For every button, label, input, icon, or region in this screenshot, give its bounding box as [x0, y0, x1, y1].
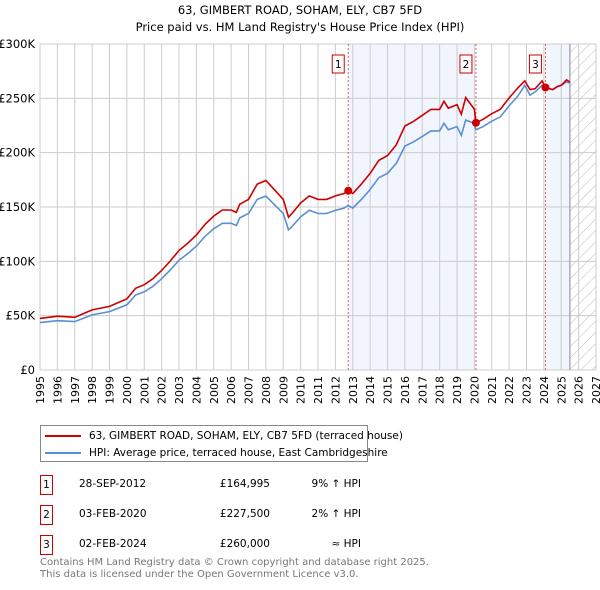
x-tick-label: 1998 [86, 376, 99, 404]
x-tick-label: 2025 [555, 376, 568, 404]
x-tick-label: 2017 [416, 376, 429, 404]
footer-attribution: Contains HM Land Registry data © Crown c… [40, 557, 429, 581]
sale-number: 3 [40, 535, 53, 555]
x-tick-label: 2006 [225, 376, 238, 404]
y-tick-label: £300K [0, 37, 35, 51]
sale-hpi-diff: 2% ↑ HPI [311, 508, 361, 520]
sale-date: 28-SEP-2012 [79, 478, 147, 490]
hpi-line [39, 81, 571, 324]
x-tick-label: 1996 [51, 376, 64, 404]
sale-label-box [331, 54, 345, 74]
x-tick-label: 2026 [573, 376, 586, 404]
y-tick-label: £200K [0, 146, 35, 160]
x-tick-label: 1997 [69, 376, 82, 404]
x-tick-label: 2010 [295, 376, 308, 404]
y-tick-label: £0 [20, 363, 35, 377]
sale-date: 02-FEB-2024 [79, 538, 147, 550]
x-tick-label: 2018 [434, 376, 447, 404]
legend-item-hpi: HPI: Average price, terraced house, East… [45, 446, 388, 460]
sale-label-box [459, 54, 473, 74]
sale-number: 2 [40, 505, 53, 525]
x-tick-label: 2020 [468, 376, 481, 404]
sale-label: 1 [335, 59, 342, 71]
legend-item-property: 63, GIMBERT ROAD, SOHAM, ELY, CB7 5FD (t… [45, 429, 403, 443]
legend-label: 63, GIMBERT ROAD, SOHAM, ELY, CB7 5FD (t… [89, 430, 403, 442]
x-tick-label: 2000 [121, 376, 134, 404]
legend-swatch-blue [45, 452, 81, 454]
footer-line: Contains HM Land Registry data © Crown c… [40, 557, 429, 568]
x-tick-label: 2014 [364, 376, 377, 404]
chart-title: 63, GIMBERT ROAD, SOHAM, ELY, CB7 5FD [178, 3, 422, 17]
x-tick-label: 2024 [538, 376, 551, 404]
x-tick-label: 2008 [260, 376, 273, 404]
chart-subtitle: Price paid vs. HM Land Registry's House … [136, 20, 465, 34]
footer-line: This data is licensed under the Open Gov… [40, 569, 359, 580]
y-tick-label: £250K [0, 91, 35, 105]
price-chart: 63, GIMBERT ROAD, SOHAM, ELY, CB7 5FD Pr… [0, 3, 600, 404]
x-tick-label: 2005 [208, 376, 221, 404]
table-row: 3 02-FEB-2024 £260,000 ≈ HPI [40, 535, 440, 555]
sale-point [541, 83, 550, 92]
sale-hpi-diff: 9% ↑ HPI [311, 478, 361, 490]
legend-label: HPI: Average price, terraced house, East… [89, 447, 388, 459]
x-tick-label: 2013 [347, 376, 360, 404]
table-row: 1 28-SEP-2012 £164,995 9% ↑ HPI [40, 475, 440, 495]
x-tick-label: 2001 [138, 376, 151, 404]
sale-label: 3 [532, 59, 539, 71]
x-tick-label: 1995 [34, 376, 47, 404]
y-tick-label: £100K [0, 254, 35, 268]
sale-price: £164,995 [219, 478, 270, 490]
sale-point [471, 118, 480, 127]
sale-label: 2 [463, 59, 470, 71]
x-tick-label: 2015 [382, 376, 395, 404]
sale-label-box [528, 54, 542, 74]
x-tick-label: 2002 [156, 376, 169, 404]
x-tick-label: 2011 [312, 376, 325, 404]
x-tick-label: 2016 [399, 376, 412, 404]
sale-hpi-diff: ≈ HPI [331, 538, 361, 550]
sale-price: £227,500 [219, 508, 270, 520]
x-tick-label: 2007 [243, 376, 256, 404]
y-tick-label: £150K [0, 200, 35, 214]
x-tick-label: 2004 [190, 376, 203, 404]
y-tick-label: £50K [6, 309, 36, 323]
x-tick-label: 2027 [590, 376, 600, 404]
x-tick-label: 2023 [521, 376, 534, 404]
x-tick-label: 2022 [503, 376, 516, 404]
sale-number: 1 [40, 475, 53, 495]
x-tick-label: 2019 [451, 376, 464, 404]
legend-swatch-red [45, 435, 81, 437]
x-tick-label: 2009 [277, 376, 290, 404]
x-tick-label: 2003 [173, 376, 186, 404]
x-tick-label: 1999 [104, 376, 117, 404]
legend: 63, GIMBERT ROAD, SOHAM, ELY, CB7 5FD (t… [40, 425, 403, 462]
x-tick-label: 2012 [329, 376, 342, 404]
sale-point [344, 186, 353, 195]
sale-date: 03-FEB-2020 [79, 508, 147, 520]
x-tick-label: 2021 [486, 376, 499, 404]
table-row: 2 03-FEB-2020 £227,500 2% ↑ HPI [40, 505, 440, 525]
sale-price: £260,000 [219, 538, 270, 550]
